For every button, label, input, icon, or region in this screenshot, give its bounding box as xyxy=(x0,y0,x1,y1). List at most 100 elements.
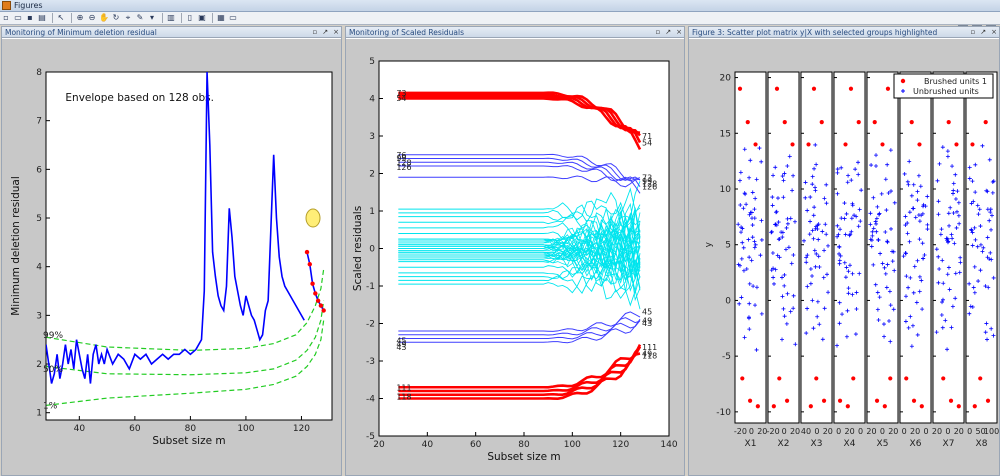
scaled-residuals-plot[interactable]: 20 40 60 80 100 120 140-5-4-3-2-1012345Subset … xyxy=(346,39,684,475)
x-tick-label: 20 xyxy=(866,427,876,436)
legend-icon[interactable]: ▯ xyxy=(187,13,193,22)
x-tick-label: 0 xyxy=(902,427,907,436)
y-tick-label: 3 xyxy=(369,132,375,142)
unbrushed-point xyxy=(922,252,927,257)
unbrushed-point xyxy=(835,223,840,228)
datacursor-icon[interactable]: ⌖ xyxy=(125,13,131,22)
unbrushed-point xyxy=(737,178,742,183)
legend-brushed-label: Brushed units 1 xyxy=(924,77,987,86)
envelope-annotation: Envelope based on 128 obs. xyxy=(65,92,214,104)
unbrushed-point xyxy=(944,236,949,241)
unit-label: 45 xyxy=(642,308,652,317)
grid-icon[interactable]: ▦ xyxy=(217,13,225,22)
y-tick-label: 5 xyxy=(369,57,375,67)
unbrushed-point xyxy=(948,205,953,210)
brushed-point xyxy=(737,86,743,91)
y-axis-label: Scaled residuals xyxy=(352,206,364,291)
save-icon[interactable]: ▪ xyxy=(27,13,33,22)
close-icon[interactable]: × xyxy=(991,28,997,36)
unbrushed-point xyxy=(958,255,963,260)
unbrushed-point xyxy=(912,264,917,269)
window-title: Figures xyxy=(14,1,43,10)
panel-divider[interactable] xyxy=(685,26,689,476)
brushed-point xyxy=(983,120,988,125)
hide-tools-icon[interactable]: ▣ xyxy=(198,13,206,22)
unbrushed-point xyxy=(810,182,815,187)
close-icon[interactable]: × xyxy=(676,28,682,36)
unbrushed-point xyxy=(838,253,843,258)
unbrushed-point xyxy=(906,182,911,187)
unbrushed-point xyxy=(875,290,880,295)
open-icon[interactable]: ▭ xyxy=(14,13,22,22)
unbrushed-point xyxy=(870,233,875,238)
unbrushed-point xyxy=(780,230,785,235)
undock-icon[interactable]: ▫ xyxy=(312,28,318,36)
brush-icon[interactable]: ✎ xyxy=(136,13,144,22)
link-icon[interactable]: ▾ xyxy=(149,13,154,22)
unbrushed-point xyxy=(744,267,749,272)
undock-icon[interactable]: ▫ xyxy=(970,28,976,36)
unbrushed-point xyxy=(972,225,977,230)
residual-trajectory-unit xyxy=(398,181,641,236)
unbrushed-point xyxy=(852,213,857,218)
pointer-icon[interactable]: ↖ xyxy=(57,13,65,22)
unbrushed-point xyxy=(951,211,956,216)
brushed-point xyxy=(851,376,856,381)
dock-icon[interactable]: ▭ xyxy=(229,13,237,22)
unbrushed-point xyxy=(880,261,885,266)
unbrushed-point xyxy=(953,271,958,276)
legend-unbrushed-marker xyxy=(901,89,905,93)
unbrushed-point xyxy=(738,170,743,175)
unbrushed-point xyxy=(787,154,792,159)
unbrushed-point xyxy=(881,322,886,327)
unbrushed-point xyxy=(776,237,781,242)
zoom-in-icon[interactable]: ⊕ xyxy=(76,13,84,22)
unbrushed-point xyxy=(892,268,897,273)
pan-icon[interactable]: ✋ xyxy=(99,13,109,22)
envelope-1-line xyxy=(46,320,325,406)
unbrushed-point xyxy=(909,344,914,349)
colorbar-icon[interactable]: ▥ xyxy=(167,13,175,22)
unbrushed-point xyxy=(813,226,818,231)
unit-label: 43 xyxy=(396,343,406,352)
y-tick-label: 5 xyxy=(36,214,42,224)
unbrushed-point xyxy=(837,300,842,305)
unbrushed-point xyxy=(936,254,941,259)
unbrushed-point xyxy=(816,237,821,242)
unbrushed-point xyxy=(791,293,796,298)
unbrushed-point xyxy=(752,245,757,250)
unbrushed-point xyxy=(906,325,911,330)
rotate-icon[interactable]: ↻ xyxy=(112,13,120,22)
x-tick-label: 0 xyxy=(967,427,972,436)
unbrushed-point xyxy=(748,158,753,163)
unbrushed-point xyxy=(935,178,940,183)
unbrushed-point xyxy=(987,157,992,162)
min-deletion-residual-plot[interactable]: 40 60 80 100 120 1 2 3 4 5 6 7 8 Subset size m Minimum… xyxy=(2,39,341,475)
print-icon[interactable]: ▤ xyxy=(38,13,46,22)
maximize-icon[interactable]: ↗ xyxy=(980,28,987,36)
unbrushed-point xyxy=(888,339,893,344)
unbrushed-point xyxy=(791,253,796,258)
unbrushed-point xyxy=(780,337,785,342)
maximize-icon[interactable]: ↗ xyxy=(665,28,672,36)
undock-icon[interactable]: ▫ xyxy=(655,28,661,36)
unbrushed-point xyxy=(849,216,854,221)
unit-label: 99 xyxy=(396,154,406,163)
brushed-point xyxy=(843,142,848,147)
new-figure-icon[interactable]: ▫ xyxy=(3,13,9,22)
close-icon[interactable]: × xyxy=(333,28,339,36)
unbrushed-point xyxy=(846,286,851,291)
unbrushed-point xyxy=(890,259,895,264)
unbrushed-point xyxy=(990,190,995,195)
unbrushed-point xyxy=(782,272,787,277)
y-tick-label: 0 xyxy=(725,296,731,306)
unbrushed-point xyxy=(887,319,892,324)
unbrushed-point xyxy=(811,326,816,331)
brushed-point xyxy=(753,142,758,147)
brushed-point xyxy=(956,404,961,409)
maximize-icon[interactable]: ↗ xyxy=(322,28,329,36)
panel-divider[interactable] xyxy=(342,26,346,476)
zoom-out-icon[interactable]: ⊖ xyxy=(88,13,96,22)
unbrushed-point xyxy=(911,206,916,211)
